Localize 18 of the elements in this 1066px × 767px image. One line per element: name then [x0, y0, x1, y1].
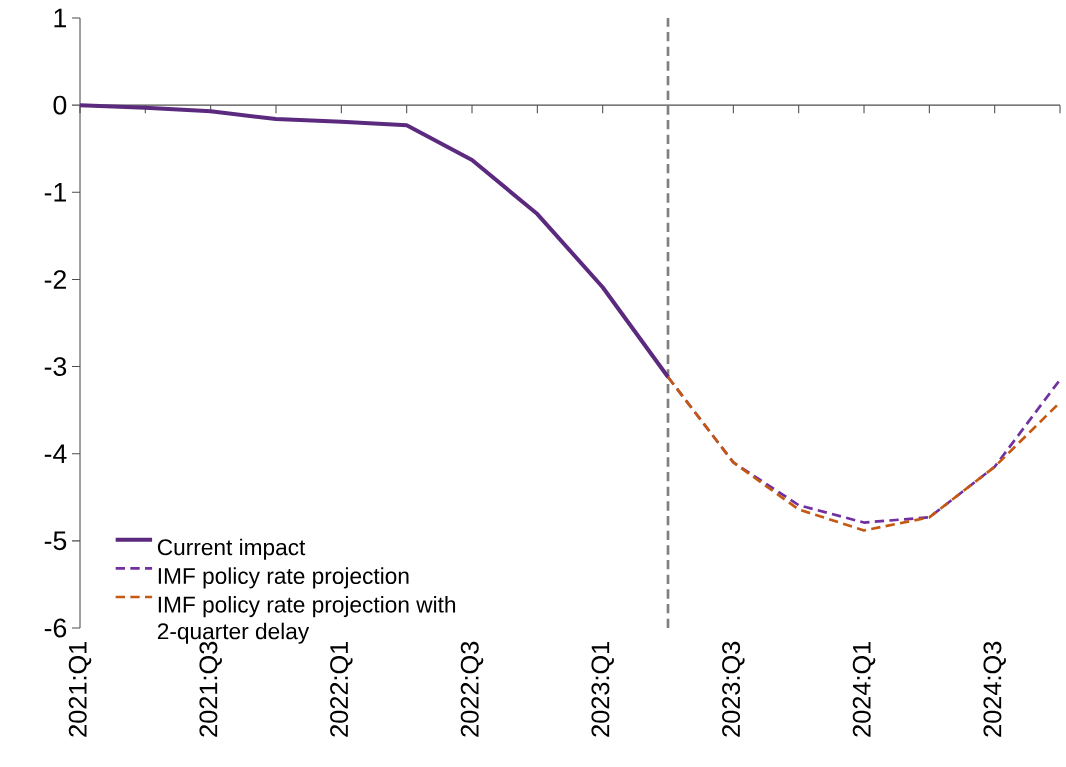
x-tick-label: 2023:Q3 — [722, 641, 745, 737]
y-tick-label: -4 — [44, 444, 67, 463]
y-tick-label: -1 — [44, 183, 66, 202]
x-tick-label: 2022:Q3 — [460, 641, 484, 737]
x-tick-label: 2024:Q1 — [852, 641, 876, 737]
y-tick-label: -3 — [44, 357, 67, 376]
x-tick-label: 2022:Q1 — [330, 641, 353, 737]
legend-label: IMF policy rate projection — [158, 567, 409, 589]
y-tick-label: 0 — [53, 95, 67, 115]
x-tick-label: 2021:Q1 — [68, 641, 92, 737]
x-tick-label: 2024:Q3 — [983, 641, 1006, 737]
y-tick-label: -5 — [44, 531, 67, 551]
legend-label: Current impact — [157, 538, 306, 560]
y-tick-label: 1 — [54, 8, 66, 28]
y-tick-label: -6 — [44, 618, 67, 638]
y-tick-label: -2 — [44, 270, 66, 289]
x-tick-label: 2023:Q1 — [591, 641, 614, 737]
line-series — [78, 103, 671, 380]
